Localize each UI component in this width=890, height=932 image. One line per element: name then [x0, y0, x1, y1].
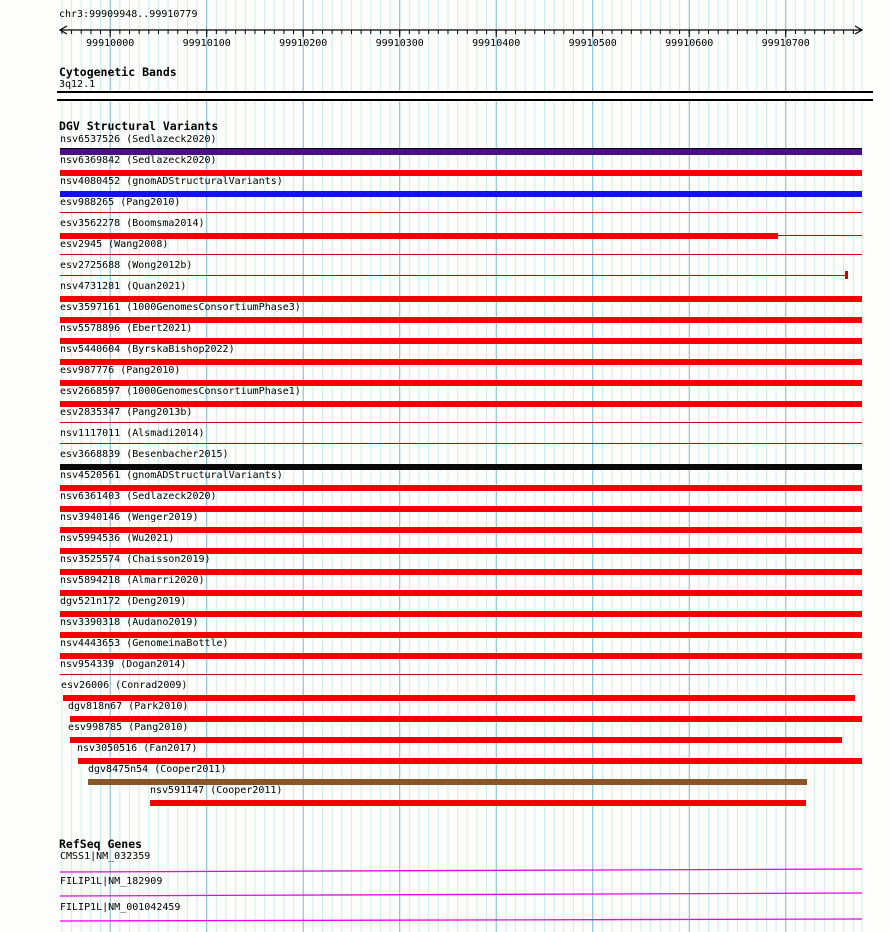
right-arrow-icon — [854, 25, 864, 35]
variant-label[interactable]: esv2835347 (Pang2013b) — [60, 407, 193, 418]
section-header-dgv-structural-variants: DGV Structural Variants — [59, 119, 219, 133]
variant-label[interactable]: nsv3940146 (Wenger2019) — [60, 512, 199, 523]
cytoband-rect[interactable] — [57, 91, 873, 101]
variant-label[interactable]: nsv3525574 (Chaisson2019) — [60, 554, 211, 565]
variant-bar[interactable] — [60, 170, 862, 176]
variant-label[interactable]: nsv6537526 (Sedlazeck2020) — [60, 134, 217, 145]
region-title: chr3:99909948..99910779 — [59, 9, 198, 20]
cytoband-label[interactable]: 3q12.1 — [59, 79, 96, 90]
ruler-tick-label: 99910300 — [376, 38, 424, 49]
variant-bar[interactable] — [60, 485, 862, 491]
variant-bar[interactable] — [70, 737, 842, 743]
variant-bar[interactable] — [60, 275, 846, 276]
variant-label[interactable]: nsv5578896 (Ebert2021) — [60, 323, 193, 334]
gene-label[interactable]: FILIP1L|NM_182909 — [60, 876, 163, 887]
gene-line[interactable] — [59, 918, 863, 922]
variant-label[interactable]: esv3562278 (Boomsma2014) — [60, 218, 205, 229]
ruler-tick-label: 99910500 — [569, 38, 617, 49]
variant-label[interactable]: esv998785 (Pang2010) — [68, 722, 189, 733]
ruler-tick-label: 99910700 — [762, 38, 810, 49]
variant-label[interactable]: nsv954339 (Dogan2014) — [60, 659, 187, 670]
variant-label[interactable]: nsv4520561 (gnomADStructuralVariants) — [60, 470, 283, 481]
variant-bar[interactable] — [60, 464, 862, 470]
variant-label[interactable]: esv3597161 (1000GenomesConsortiumPhase3) — [60, 302, 301, 313]
variant-bar[interactable] — [60, 359, 862, 365]
variant-label[interactable]: dgv521n172 (Deng2019) — [60, 596, 187, 607]
variant-bar[interactable] — [60, 296, 862, 302]
variant-label[interactable]: nsv4080452 (gnomADStructuralVariants) — [60, 176, 283, 187]
variant-bar[interactable] — [60, 254, 862, 255]
variant-label[interactable]: nsv4443653 (GenomeinaBottle) — [60, 638, 229, 649]
variant-label[interactable]: esv2945 (Wang2008) — [60, 239, 169, 250]
variant-bar[interactable] — [60, 233, 778, 239]
variant-bar[interactable] — [60, 611, 862, 617]
gene-line[interactable] — [59, 892, 863, 897]
variant-label[interactable]: nsv5894218 (Almarri2020) — [60, 575, 205, 586]
variant-label[interactable]: dgv818n67 (Park2010) — [68, 701, 189, 712]
variant-label[interactable]: nsv3050516 (Fan2017) — [77, 743, 198, 754]
left-arrow-icon — [58, 25, 68, 35]
variant-bar[interactable] — [88, 779, 807, 785]
variant-label[interactable]: esv987776 (Pang2010) — [60, 365, 181, 376]
variant-label[interactable]: esv2668597 (1000GenomesConsortiumPhase1) — [60, 386, 301, 397]
variant-bar[interactable] — [60, 506, 862, 512]
variant-bar[interactable] — [60, 590, 862, 596]
variant-label[interactable]: nsv5440604 (ByrskaBishop2022) — [60, 344, 235, 355]
section-header-cytogenetic-bands: Cytogenetic Bands — [59, 65, 177, 79]
gene-label[interactable]: FILIP1L|NM_001042459 — [60, 902, 181, 913]
variant-bar[interactable] — [63, 695, 855, 701]
variant-bar[interactable] — [150, 800, 806, 806]
variant-bar[interactable] — [60, 443, 862, 444]
variant-bar[interactable] — [60, 653, 862, 659]
variant-bar[interactable] — [60, 548, 862, 554]
ruler-tick-label: 99910600 — [665, 38, 713, 49]
gene-label[interactable]: CMSS1|NM_032359 — [60, 851, 151, 862]
variant-bar[interactable] — [60, 149, 862, 155]
ruler-tick-label: 99910000 — [86, 38, 134, 49]
variant-bar[interactable] — [60, 212, 862, 213]
variant-label[interactable]: nsv3390318 (Audano2019) — [60, 617, 199, 628]
variant-bar[interactable] — [60, 569, 862, 575]
variant-bar[interactable] — [60, 527, 862, 533]
variant-bar[interactable] — [778, 235, 862, 236]
variant-label[interactable]: esv26006 (Conrad2009) — [61, 680, 188, 691]
variant-bar[interactable] — [60, 338, 862, 344]
variant-label[interactable]: nsv4731281 (Quan2021) — [60, 281, 187, 292]
variant-bar[interactable] — [60, 674, 862, 675]
section-header-refseq-genes: RefSeq Genes — [59, 837, 143, 851]
variant-label[interactable]: nsv6369842 (Sedlazeck2020) — [60, 155, 217, 166]
variant-bar[interactable] — [60, 422, 862, 423]
variant-bar[interactable] — [60, 317, 862, 323]
variant-label[interactable]: nsv591147 (Cooper2011) — [150, 785, 283, 796]
variant-bar[interactable] — [70, 716, 862, 722]
variant-label[interactable]: nsv6361403 (Sedlazeck2020) — [60, 491, 217, 502]
variant-label[interactable]: esv2725688 (Wong2012b) — [60, 260, 193, 271]
variant-label[interactable]: esv988265 (Pang2010) — [60, 197, 181, 208]
variant-bar[interactable] — [60, 632, 862, 638]
variant-bar[interactable] — [78, 758, 862, 764]
variant-bar[interactable] — [60, 148, 862, 149]
variant-label[interactable]: nsv1117011 (Alsmadi2014) — [60, 428, 205, 439]
variant-label[interactable]: dgv8475n54 (Cooper2011) — [88, 764, 227, 775]
ruler-tick-label: 99910400 — [472, 38, 520, 49]
variant-bar[interactable] — [60, 191, 862, 197]
variant-label[interactable]: esv3668839 (Besenbacher2015) — [60, 449, 229, 460]
ruler-tick-label: 99910200 — [279, 38, 327, 49]
gene-line[interactable] — [59, 868, 863, 873]
variant-bar[interactable] — [845, 271, 848, 279]
ruler-tick-label: 99910100 — [183, 38, 231, 49]
variant-bar[interactable] — [60, 401, 862, 407]
variant-bar[interactable] — [60, 380, 862, 386]
variant-label[interactable]: nsv5994536 (Wu2021) — [60, 533, 175, 544]
